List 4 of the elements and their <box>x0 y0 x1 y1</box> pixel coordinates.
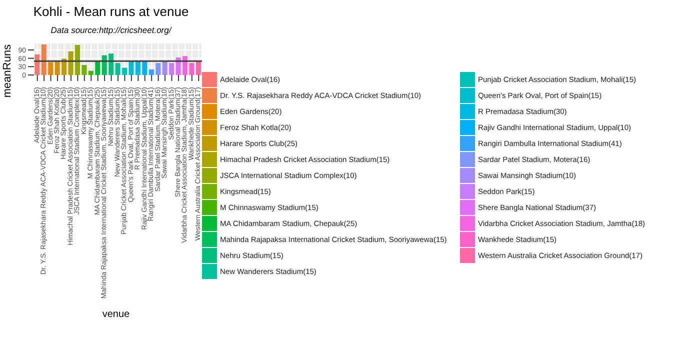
y-axis-title: meanRuns <box>2 44 14 98</box>
chart-subtitle: Data source:http://cricsheet.org/ <box>50 25 173 35</box>
chart-title: Kohli - Mean runs at venue <box>32 4 190 19</box>
x-axis-title: venue <box>101 309 131 320</box>
